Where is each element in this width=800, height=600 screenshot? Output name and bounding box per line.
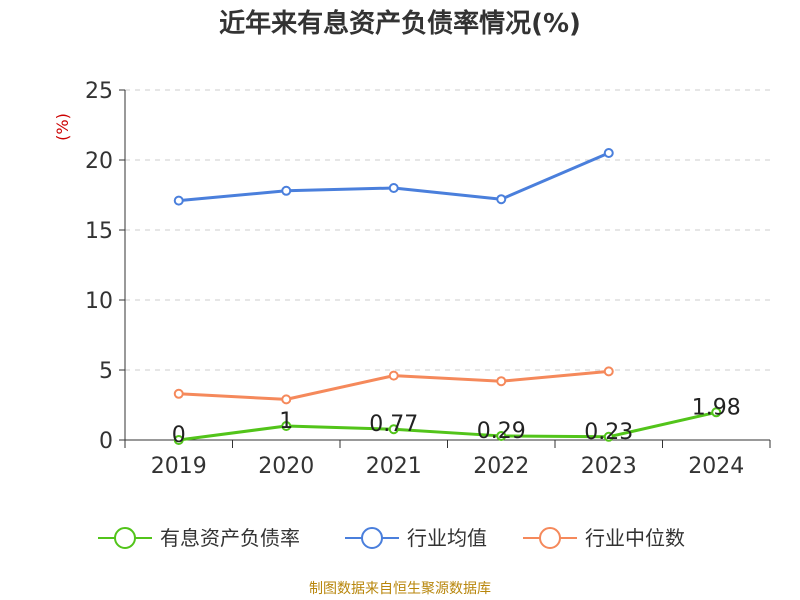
data-label: 0.23 <box>584 420 633 445</box>
data-point <box>388 183 399 193</box>
data-point <box>711 407 722 418</box>
data-point <box>496 376 507 387</box>
data-label: 1 <box>279 409 293 434</box>
data-point <box>281 421 292 431</box>
legend-label: 有息资产负债率 <box>160 526 300 550</box>
data-point <box>173 195 184 206</box>
data-point <box>281 394 292 405</box>
legend-item-interest-bearing-debt-ratio[interactable]: 有息资产负债率 <box>98 518 300 558</box>
data-point <box>173 388 184 399</box>
legend-marker-icon <box>345 527 399 549</box>
data-label: 0 <box>172 423 186 448</box>
data-label: 0.77 <box>369 412 418 437</box>
y-tick-label: 15 <box>85 219 113 244</box>
data-point <box>388 370 399 381</box>
data-point <box>496 430 507 441</box>
y-tick-label: 20 <box>85 149 113 174</box>
legend-marker-icon <box>98 527 152 549</box>
x-tick-label: 2023 <box>581 454 637 479</box>
y-tick-label: 25 <box>85 79 113 104</box>
data-point <box>496 194 507 205</box>
y-tick-label: 5 <box>99 359 113 384</box>
x-tick-label: 2020 <box>258 454 314 479</box>
x-tick-label: 2021 <box>366 454 422 479</box>
series-line <box>178 151 610 203</box>
data-point <box>173 435 184 445</box>
chart-title: 近年来有息资产负债率情况(%) <box>219 9 581 39</box>
y-tick-label: 0 <box>99 429 113 454</box>
source-footer: 制图数据来自恒生聚源数据库 <box>309 581 491 597</box>
data-label: 1.98 <box>692 395 741 420</box>
data-point <box>388 424 399 435</box>
data-point <box>603 431 614 442</box>
x-tick-label: 2024 <box>688 454 744 479</box>
legend-label: 行业均值 <box>407 526 487 550</box>
data-point <box>281 185 292 196</box>
legend: 有息资产负债率 行业均值 行业中位数 <box>0 518 800 558</box>
data-point <box>603 148 614 158</box>
legend-marker-icon <box>523 527 577 549</box>
legend-label: 行业中位数 <box>585 526 685 550</box>
x-tick-label: 2022 <box>473 454 529 479</box>
data-label: 0.29 <box>477 419 526 444</box>
legend-item-industry-average[interactable]: 行业均值 <box>345 518 487 558</box>
y-tick-label: 10 <box>85 289 113 314</box>
data-point <box>603 366 614 377</box>
series-line <box>178 410 717 442</box>
legend-item-industry-median[interactable]: 行业中位数 <box>523 518 685 558</box>
x-tick-label: 2019 <box>151 454 207 479</box>
y-axis-label: (%) <box>53 113 72 141</box>
